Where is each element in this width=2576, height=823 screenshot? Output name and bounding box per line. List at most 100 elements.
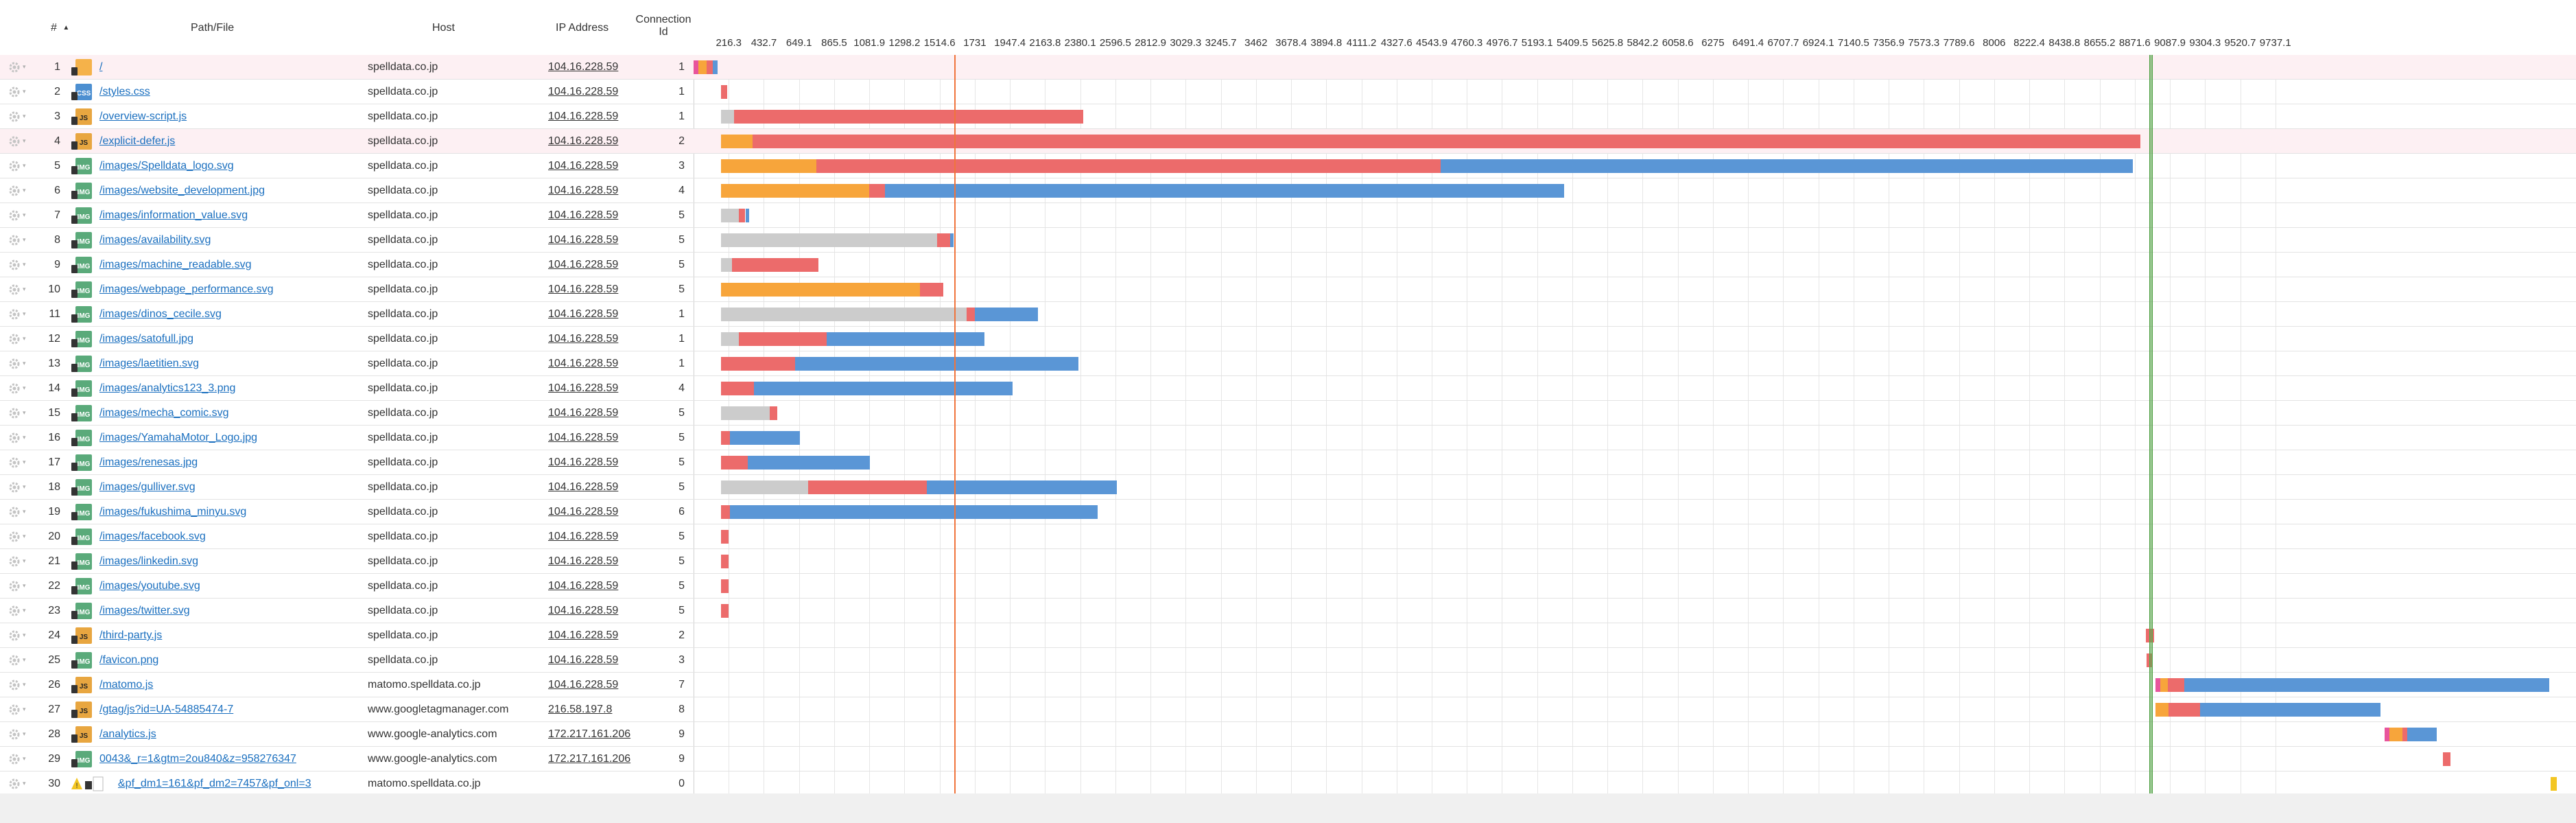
table-row[interactable]: ▾ 25 IMG/favicon.png spelldata.co.jp 104.16.… — [0, 648, 2576, 673]
request-path-link[interactable]: /images/renesas.jpg — [99, 456, 198, 468]
chevron-down-icon[interactable]: ▾ — [23, 557, 26, 564]
timing-bar-receive[interactable] — [746, 209, 749, 222]
chevron-down-icon[interactable]: ▾ — [23, 286, 26, 292]
table-row[interactable]: ▾ 23 IMG/images/twitter.svg spelldata.co.jp… — [0, 599, 2576, 623]
gear-icon[interactable] — [8, 506, 21, 518]
request-ip[interactable]: 104.16.228.59 — [548, 654, 619, 666]
request-path-link[interactable]: /images/fukushima_minyu.svg — [99, 506, 247, 518]
request-ip[interactable]: 216.58.197.8 — [548, 704, 613, 715]
chevron-down-icon[interactable]: ▾ — [23, 730, 26, 737]
request-ip[interactable]: 104.16.228.59 — [548, 432, 619, 443]
chevron-down-icon[interactable]: ▾ — [23, 533, 26, 540]
timing-bar-receive[interactable] — [713, 60, 718, 74]
chevron-down-icon[interactable]: ▾ — [23, 384, 26, 391]
chevron-down-icon[interactable]: ▾ — [23, 88, 26, 95]
timing-bar-wait[interactable] — [732, 258, 818, 272]
request-path-link[interactable]: /images/webpage_performance.svg — [99, 283, 274, 295]
chevron-down-icon[interactable]: ▾ — [23, 483, 26, 490]
request-path-link[interactable]: /gtag/js?id=UA-54885474-7 — [99, 704, 234, 715]
timing-bar-wait[interactable] — [808, 480, 927, 494]
table-row[interactable]: ▾ 20 IMG/images/facebook.svg spelldata.co.j… — [0, 524, 2576, 549]
gear-icon[interactable] — [8, 704, 21, 716]
chevron-down-icon[interactable]: ▾ — [23, 508, 26, 515]
gear-icon[interactable] — [8, 728, 21, 741]
request-path-link[interactable]: /images/satofull.jpg — [99, 333, 193, 345]
timing-bar-wait[interactable] — [721, 85, 727, 99]
request-path-link[interactable]: /images/website_development.jpg — [99, 185, 265, 196]
request-ip[interactable]: 104.16.228.59 — [548, 629, 619, 641]
request-ip[interactable]: 104.16.228.59 — [548, 333, 619, 345]
gear-icon[interactable] — [8, 61, 21, 73]
chevron-down-icon[interactable]: ▾ — [23, 261, 26, 268]
timing-bar-receive[interactable] — [2200, 703, 2380, 717]
chevron-down-icon[interactable]: ▾ — [23, 656, 26, 663]
request-path-link[interactable]: /images/YamahaMotor_Logo.jpg — [99, 432, 258, 443]
table-row[interactable]: ▾ 15 IMG/images/mecha_comic.svg spelldata.c… — [0, 401, 2576, 426]
timing-bar-receive[interactable] — [748, 456, 870, 470]
timing-bar-wait[interactable] — [721, 604, 729, 618]
request-ip[interactable]: 104.16.228.59 — [548, 531, 619, 542]
gear-icon[interactable] — [8, 432, 21, 444]
timing-bar-receive[interactable] — [885, 184, 1564, 198]
table-row[interactable]: ▾ 13 IMG/images/laetitien.svg spelldata.co.… — [0, 351, 2576, 376]
table-row[interactable]: ▾ 22 IMG/images/youtube.svg spelldata.co.jp… — [0, 574, 2576, 599]
request-path-link[interactable]: /styles.css — [99, 86, 150, 97]
request-path-link[interactable]: /images/laetitien.svg — [99, 358, 199, 369]
gear-icon[interactable] — [8, 629, 21, 642]
gear-icon[interactable] — [8, 555, 21, 568]
chevron-down-icon[interactable]: ▾ — [23, 755, 26, 762]
table-row[interactable]: ▾ 2 CSS/styles.css spelldata.co.jp 104.16.22… — [0, 80, 2576, 104]
request-ip[interactable]: 104.16.228.59 — [548, 481, 619, 493]
request-ip[interactable]: 172.217.161.206 — [548, 753, 631, 765]
request-path-link[interactable]: /images/dinos_cecile.svg — [99, 308, 222, 320]
table-row[interactable]: ▾ 19 IMG/images/fukushima_minyu.svg spellda… — [0, 500, 2576, 524]
table-row[interactable]: ▾ 12 IMG/images/satofull.jpg spelldata.co.j… — [0, 327, 2576, 351]
timing-bar-wait[interactable] — [937, 233, 950, 247]
timing-bar-wait[interactable] — [920, 283, 943, 297]
chevron-down-icon[interactable]: ▾ — [23, 137, 26, 144]
request-path-link[interactable]: /images/mecha_comic.svg — [99, 407, 229, 419]
request-path-link[interactable]: /analytics.js — [99, 728, 156, 740]
gear-icon[interactable] — [8, 111, 21, 123]
timing-bar-blocked[interactable] — [721, 110, 734, 124]
gear-icon[interactable] — [8, 259, 21, 271]
table-row[interactable]: ▾ 28 JS/analytics.js www.google-analytics.c… — [0, 722, 2576, 747]
timing-bar-connect[interactable] — [2160, 678, 2168, 692]
request-path-link[interactable]: /images/gulliver.svg — [99, 481, 196, 493]
timing-bar-connect[interactable] — [721, 283, 921, 297]
timing-bar-ssl[interactable] — [2155, 678, 2160, 692]
gear-icon[interactable] — [8, 209, 21, 222]
gear-icon[interactable] — [8, 407, 21, 419]
gear-icon[interactable] — [8, 580, 21, 592]
chevron-down-icon[interactable]: ▾ — [23, 681, 26, 688]
timing-bar-blocked[interactable] — [721, 258, 732, 272]
request-path-link[interactable]: /images/linkedin.svg — [99, 555, 199, 567]
request-path-link[interactable]: /favicon.png — [99, 654, 159, 666]
chevron-down-icon[interactable]: ▾ — [23, 409, 26, 416]
timing-bar-wait[interactable] — [734, 110, 1083, 124]
table-row[interactable]: ▾ 6 IMG/images/website_development.jpg spel… — [0, 178, 2576, 203]
request-ip[interactable]: 104.16.228.59 — [548, 234, 619, 246]
request-path-link[interactable]: /images/twitter.svg — [99, 605, 190, 616]
timing-bar-wait[interactable] — [753, 135, 2140, 148]
timing-bar-wait[interactable] — [2402, 728, 2407, 741]
request-path-link[interactable]: /images/analytics123_3.png — [99, 382, 236, 394]
timing-bar-blocked[interactable] — [721, 406, 770, 420]
timing-bar-wait[interactable] — [721, 555, 729, 568]
gear-icon[interactable] — [8, 86, 21, 98]
timing-bar-wait[interactable] — [2443, 752, 2450, 766]
gear-icon[interactable] — [8, 778, 21, 790]
chevron-down-icon[interactable]: ▾ — [23, 607, 26, 614]
request-ip[interactable]: 104.16.228.59 — [548, 111, 619, 122]
chevron-down-icon[interactable]: ▾ — [23, 211, 26, 218]
column-header-ip[interactable]: IP Address — [556, 22, 609, 34]
timing-bar-wait[interactable] — [770, 406, 777, 420]
timing-bar-wait[interactable] — [2168, 678, 2184, 692]
table-row[interactable]: ▾ 27 JS/gtag/js?id=UA-54885474-7 www.google… — [0, 697, 2576, 722]
table-row[interactable]: ▾ 4 JS/explicit-defer.js spelldata.co.jp 104… — [0, 129, 2576, 154]
timing-bar-connect[interactable] — [2155, 703, 2169, 717]
timing-bar-blocked[interactable] — [721, 209, 740, 222]
chevron-down-icon[interactable]: ▾ — [23, 63, 26, 70]
gear-icon[interactable] — [8, 481, 21, 494]
timing-bar-wait[interactable] — [721, 357, 795, 371]
